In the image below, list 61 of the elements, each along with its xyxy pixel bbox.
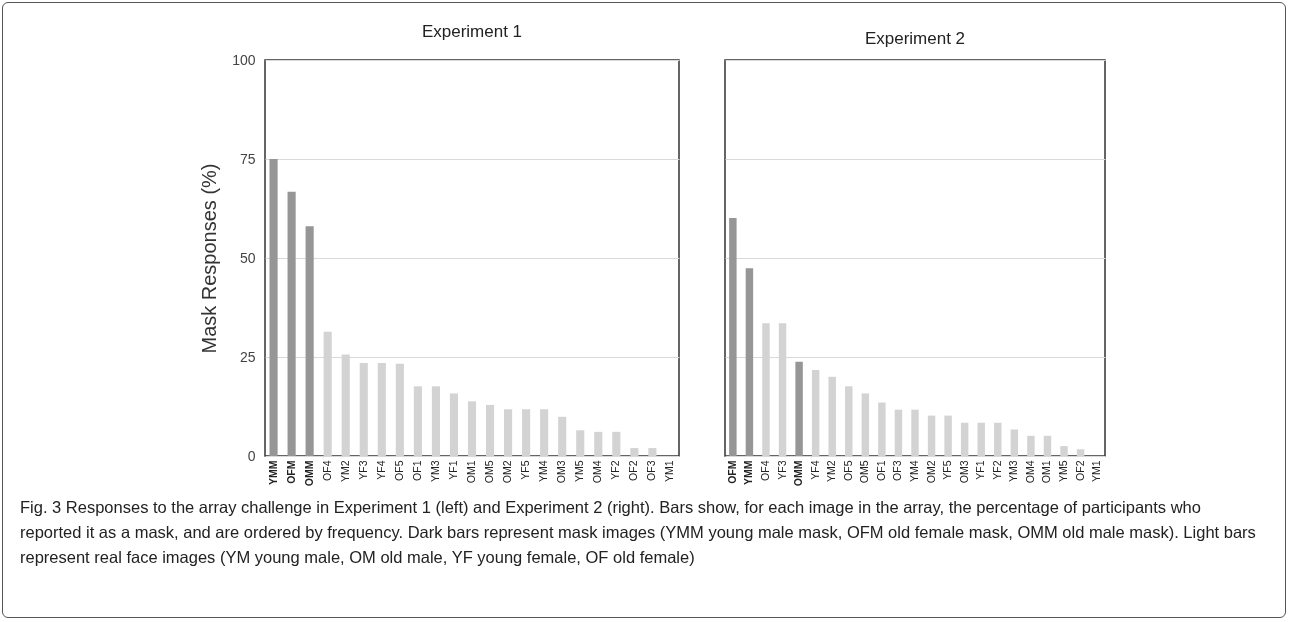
x-tick-label: OF3 [645,460,658,481]
x-tick-label: YM1 [663,460,676,483]
x-tick-label: YMM [742,460,755,485]
x-tick-label: YMM [266,460,279,485]
x-tick-label: OMM [302,460,315,487]
x-tick-label: OF1 [410,460,423,481]
x-tick-label: YM3 [1007,460,1020,483]
x-tick-label: YF1 [974,460,987,480]
x-tick-label: OM5 [858,460,871,484]
x-tick-label: OF2 [1073,460,1086,481]
x-tick-label: OM1 [1040,460,1053,484]
x-tick-label: OM3 [555,460,568,484]
x-tick-label: YF2 [609,460,622,480]
x-tick-label: OF4 [320,460,333,481]
bar [745,268,754,456]
x-tick-label: OFM [725,460,738,484]
y-tick-label: 0 [247,447,256,464]
x-tick-label: YF3 [356,460,369,480]
x-tick-label: OF5 [841,460,854,481]
chart-title: Experiment 1 [421,22,523,41]
x-tick-label: YM2 [825,460,838,483]
x-tick-label: OM4 [1023,460,1036,484]
x-tick-label: YF3 [775,460,788,480]
x-tick-label: YM3 [428,460,441,483]
y-tick-label: 75 [239,150,256,167]
x-tick-label: OM4 [591,460,604,484]
bar [287,191,296,456]
y-axis-title: Mask Responses (%) [198,163,221,354]
x-tick-label: YF5 [519,460,532,480]
x-tick-label: OM1 [465,460,477,484]
caption: Fig. 3 Responses to the array challenge in Experiment 1 (left) and Experiment 2 (right). Bars show, for each image in the array, the percentage of participants who reported it as a mask, and are ordered by frequency. Dark bars represent mask images (YMM young male mask, OFM old female mask, OMM old male mask). Light bars represent real face images (YM young male, OM old male, YF young female, OF old female) [20,497,1257,568]
x-tick-label: OF3 [891,460,904,481]
x-tick-label: YM2 [338,460,351,483]
x-tick-label: OF4 [758,460,771,481]
x-tick-label: OM5 [483,460,496,484]
x-tick-label: YF4 [808,460,821,480]
x-tick-label: YF1 [446,460,459,480]
bar [795,361,803,456]
x-tick-label: OF1 [874,460,887,481]
bar [269,159,278,456]
x-tick-label: OF5 [392,460,405,481]
x-tick-label: YM4 [537,460,550,483]
y-tick-label: 50 [239,249,256,266]
x-tick-label: OF2 [627,460,640,481]
y-tick-label: 25 [239,348,256,365]
x-tick-label: OFM [284,460,297,484]
chart-title: Experiment 2 [864,29,966,48]
x-tick-label: OM2 [501,460,514,484]
x-tick-label: YM1 [1090,460,1103,483]
x-tick-label: YM4 [908,460,920,483]
bar [729,218,737,456]
x-tick-label: YF5 [941,460,954,480]
x-tick-label: OM3 [957,460,970,484]
x-tick-label: YM5 [573,460,586,483]
x-tick-label: YF2 [990,460,1003,480]
bar [305,226,314,456]
x-tick-label: OM2 [924,460,937,484]
x-tick-label: OMM [792,460,805,487]
x-tick-label: YF4 [374,460,387,480]
x-tick-label: YM5 [1057,460,1070,483]
y-tick-label: 100 [232,51,256,68]
